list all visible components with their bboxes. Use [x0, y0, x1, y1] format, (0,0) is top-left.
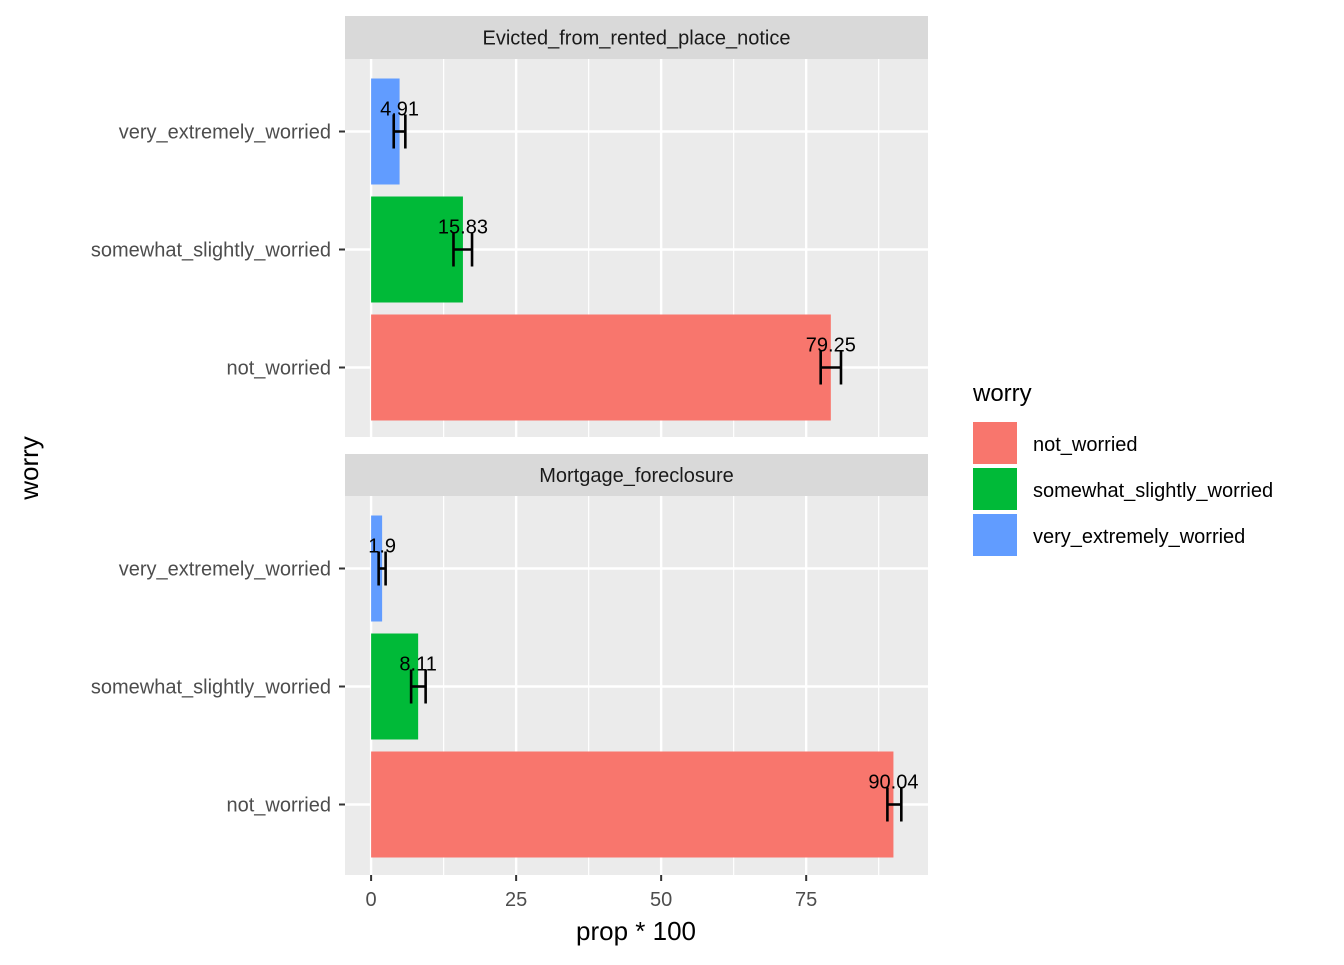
data-label: 1.9 [368, 536, 396, 558]
facet-panel-2: Mortgage_foreclosure 1.9 8.11 90.04 very_ext… [91, 454, 928, 875]
legend-title: worry [972, 380, 1032, 407]
x-tick-label: 50 [650, 889, 672, 911]
x-axis: 0 25 50 75 [366, 875, 817, 911]
data-label: 15.83 [438, 217, 488, 239]
error-bar [819, 350, 843, 385]
error-bar [392, 114, 407, 149]
legend-label: somewhat_slightly_worried [1033, 480, 1273, 502]
legend-keys: not_worried somewhat_slightly_worriedvery… [973, 422, 1273, 556]
y-axis-title: worry [14, 436, 44, 501]
y-tick-label: somewhat_slightly_worried [91, 677, 331, 699]
x-tick-label: 0 [366, 889, 377, 911]
error-bar [377, 551, 387, 586]
legend-label: not_worried [1033, 434, 1138, 456]
data-label: 8.11 [399, 654, 436, 676]
y-tick-label: very_extremely_worried [119, 122, 331, 144]
data-label: 4.91 [380, 99, 419, 121]
legend-label: very_extremely_worried [1033, 526, 1245, 548]
error-bar [886, 787, 903, 822]
x-tick-label: 25 [505, 889, 527, 911]
bar-very_extremely_worried [371, 515, 383, 622]
y-tick-label: not_worried [226, 358, 331, 380]
data-label: 79.25 [806, 335, 856, 357]
panels-layer: Evicted_from_rented_place_notice 4.91 15.8… [91, 16, 928, 875]
y-tick-label: very_extremely_worried [119, 559, 331, 581]
bar-not_worried [371, 314, 831, 421]
x-tick-label: 75 [795, 889, 817, 911]
x-axis-title: prop * 100 [576, 916, 696, 946]
facet-panel-1: Evicted_from_rented_place_notice 4.91 15.8… [91, 16, 928, 437]
legend-key-not_worried [973, 422, 1017, 464]
y-tick-label: somewhat_slightly_worried [91, 240, 331, 262]
y-tick-label: not_worried [226, 795, 331, 817]
facet-strip-label: Mortgage_foreclosure [539, 465, 734, 487]
facet-strip [345, 454, 928, 496]
bar-somewhat_slightly_worried [371, 196, 463, 303]
error-bar [409, 669, 427, 704]
legend: worry not_worried somewhat_slightly_worri… [972, 380, 1273, 556]
legend-key-somewhat_slightly_worried [973, 468, 1017, 510]
data-label: 90.04 [868, 772, 918, 794]
facet-strip [345, 16, 928, 59]
legend-key-very_extremely_worried [973, 514, 1017, 556]
facet-strip-label: Evicted_from_rented_place_notice [483, 28, 791, 50]
bar-not_worried [371, 751, 894, 858]
error-bar [452, 232, 474, 267]
